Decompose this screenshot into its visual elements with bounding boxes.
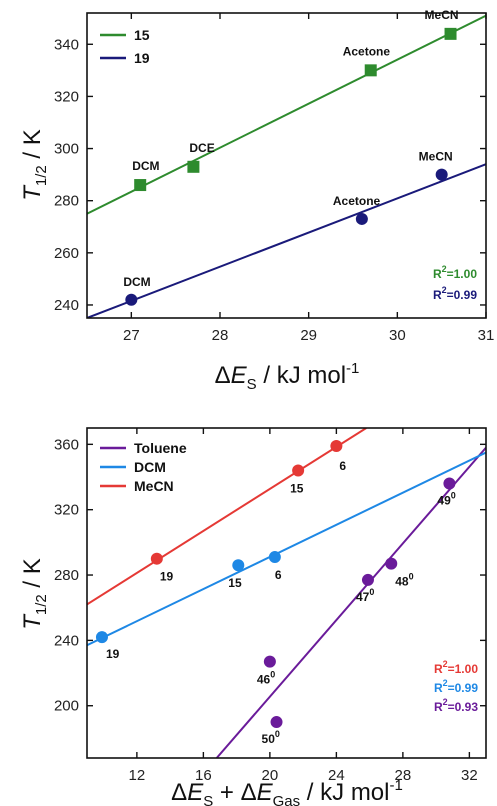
legend-label: Toluene — [134, 440, 187, 456]
x-tick-label: 31 — [478, 327, 495, 344]
x-tick-label: 24 — [328, 767, 345, 784]
point-label: 15 — [290, 481, 304, 495]
y-axis-label: T1/2 / K — [19, 129, 50, 201]
point-label: Acetone — [333, 194, 381, 208]
fit-line-toluene — [215, 446, 486, 758]
y-tick-label: 260 — [54, 245, 79, 262]
r-squared-label: R2=1.00 — [434, 659, 478, 676]
y-tick-label: 360 — [54, 436, 79, 453]
legend-label: 15 — [134, 27, 150, 43]
bottom-panel: 12 16 20 24 28 32 200 240 280 320 360 460 500 470 480 4… — [19, 427, 487, 806]
x-axis-label: ΔES / kJ mol-1 — [215, 360, 360, 393]
y-tick-label: 280 — [54, 193, 79, 210]
data-point-circle — [330, 439, 343, 452]
data-point-circle — [443, 477, 456, 490]
y-tick-label: 240 — [54, 297, 79, 314]
fit-lines — [87, 428, 486, 758]
point-label: Acetone — [343, 44, 391, 58]
r-squared-label: R2=0.99 — [434, 678, 478, 695]
plot-frame — [86, 427, 487, 759]
fit-line-mecn — [87, 428, 367, 606]
top-panel: 27 28 29 30 31 240 260 280 300 320 340 DCM DCE Aceton… — [19, 8, 494, 393]
plot-frame — [86, 12, 487, 319]
point-label: DCE — [189, 141, 214, 155]
data-point-circle — [385, 557, 398, 570]
point-label: DCM — [132, 159, 159, 173]
x-tick-label: 28 — [395, 767, 412, 784]
data-point-circle — [95, 631, 108, 644]
x-tick-label: 20 — [262, 767, 279, 784]
data-point-circle — [263, 655, 276, 668]
y-tick-label: 280 — [54, 567, 79, 584]
x-axis-label: ΔES + ΔEGas / kJ mol-1 — [171, 777, 403, 806]
data-point-circle — [268, 551, 281, 564]
data-point-circle — [435, 168, 448, 181]
fit-line-15 — [87, 14, 486, 215]
point-label: 6 — [275, 568, 282, 582]
point-label: 460 — [257, 670, 275, 687]
fit-lines — [87, 14, 486, 318]
fit-line-dcm — [87, 451, 486, 647]
point-label: 470 — [356, 587, 374, 604]
point-label: 19 — [160, 570, 174, 584]
data-point-circle — [355, 212, 368, 225]
fit-line-19 — [87, 163, 486, 318]
legend-label: DCM — [134, 459, 166, 475]
point-label: 19 — [106, 647, 120, 661]
point-label: MeCN — [419, 150, 453, 164]
data-point-square — [134, 179, 147, 192]
legend-label: 19 — [134, 50, 150, 66]
data-point-circle — [232, 559, 245, 572]
point-label: 480 — [395, 572, 413, 589]
point-label: 490 — [437, 491, 455, 508]
x-tick-label: 32 — [461, 767, 478, 784]
point-label: DCM — [123, 275, 150, 289]
y-axis-label: T1/2 / K — [19, 558, 50, 630]
data-point-square — [187, 160, 200, 173]
x-tick-label: 16 — [195, 767, 212, 784]
x-tick-label: 30 — [389, 327, 406, 344]
y-tick-label: 300 — [54, 141, 79, 158]
y-tick-label: 320 — [54, 88, 79, 105]
x-tick-label: 29 — [300, 327, 317, 344]
y-tick-label: 200 — [54, 698, 79, 715]
data-point-circle — [292, 464, 305, 477]
point-label: 15 — [228, 576, 242, 590]
y-tick-label: 240 — [54, 632, 79, 649]
data-point-circle — [125, 293, 138, 306]
data-point-circle — [270, 716, 283, 729]
data-point-square — [444, 27, 457, 40]
point-label: MeCN — [425, 8, 459, 22]
data-point-circle — [361, 573, 374, 586]
x-tick-label: 28 — [212, 327, 229, 344]
data-point-square — [364, 64, 377, 77]
point-label: 6 — [339, 459, 346, 473]
x-tick-label: 12 — [129, 767, 146, 784]
r-squared-label: R2=1.00 — [433, 264, 477, 281]
r-squared-label: R2=0.99 — [433, 285, 477, 302]
x-tick-label: 27 — [123, 327, 140, 344]
y-tick-label: 340 — [54, 36, 79, 53]
y-tick-label: 320 — [54, 502, 79, 519]
legend-label: MeCN — [134, 478, 174, 494]
r-squared-label: R2=0.93 — [434, 697, 478, 714]
data-point-circle — [150, 552, 163, 565]
point-label: 500 — [262, 729, 280, 746]
